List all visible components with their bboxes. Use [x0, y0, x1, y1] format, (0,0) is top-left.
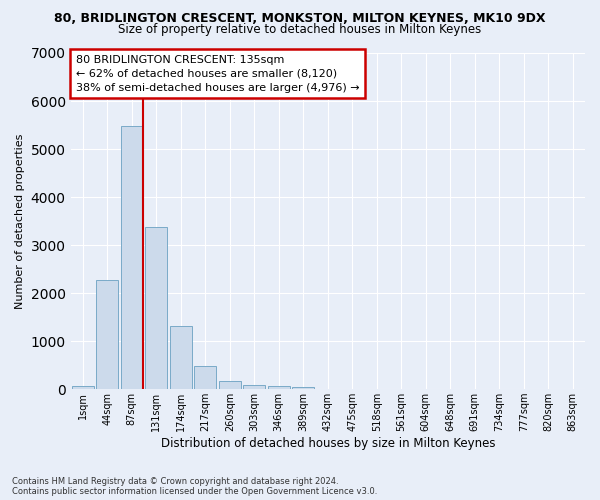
Text: 80 BRIDLINGTON CRESCENT: 135sqm
← 62% of detached houses are smaller (8,120)
38%: 80 BRIDLINGTON CRESCENT: 135sqm ← 62% of… [76, 54, 359, 92]
Y-axis label: Number of detached properties: Number of detached properties [15, 134, 25, 309]
Bar [194, 366, 217, 389]
Bar [145, 227, 167, 389]
Bar [219, 381, 241, 389]
X-axis label: Distribution of detached houses by size in Milton Keynes: Distribution of detached houses by size … [161, 437, 495, 450]
Bar [96, 280, 118, 389]
Bar [121, 126, 143, 389]
Bar [243, 385, 265, 389]
Bar [72, 386, 94, 389]
Text: Size of property relative to detached houses in Milton Keynes: Size of property relative to detached ho… [118, 22, 482, 36]
Bar [292, 387, 314, 389]
Text: 80, BRIDLINGTON CRESCENT, MONKSTON, MILTON KEYNES, MK10 9DX: 80, BRIDLINGTON CRESCENT, MONKSTON, MILT… [54, 12, 546, 24]
Bar [170, 326, 192, 389]
Bar [268, 386, 290, 389]
Text: Contains HM Land Registry data © Crown copyright and database right 2024.
Contai: Contains HM Land Registry data © Crown c… [12, 476, 377, 496]
